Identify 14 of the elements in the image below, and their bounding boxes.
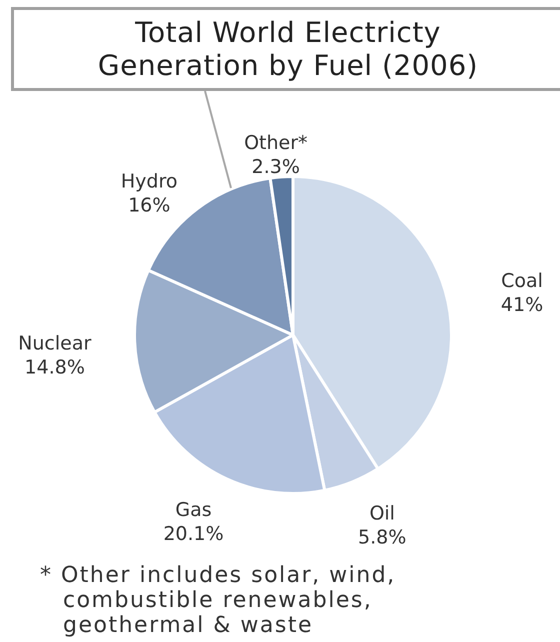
data-label: 16% <box>128 194 170 216</box>
chart-title: Total World Electricty Generation by Fuel (2006) <box>96 16 480 82</box>
slice-label: Hydro <box>120 170 178 192</box>
slice-label: Other* <box>244 132 308 154</box>
data-label: 2.3% <box>252 156 300 178</box>
text: * Other includes solar, wind, combustible renewables, geothermal & waste <box>40 563 397 638</box>
slice-label: Coal <box>501 270 543 292</box>
data-label: 20.1% <box>163 522 224 545</box>
slice-label: Gas <box>175 498 212 521</box>
data-label: 14.8% <box>24 356 85 378</box>
data-label: 41% <box>500 294 544 316</box>
data-label: 5.8% <box>358 526 406 548</box>
slice-label: Oil <box>369 502 395 524</box>
slice-label: Nuclear <box>18 332 92 354</box>
